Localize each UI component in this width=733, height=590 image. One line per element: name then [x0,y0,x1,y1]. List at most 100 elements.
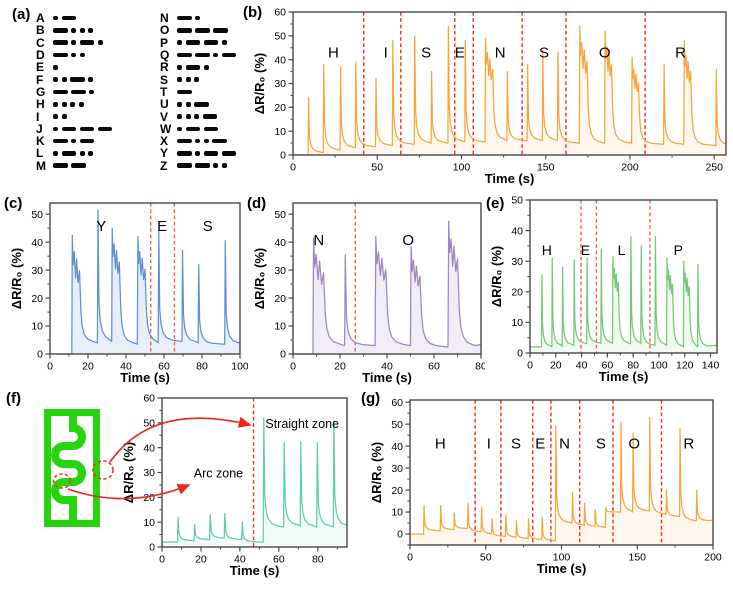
d-ylabel: ΔR/R₀ (%) [252,248,267,309]
morse-letter: N [160,11,169,26]
morse-row-R: R [160,61,240,73]
morse-dot-icon [61,101,67,107]
svg-text:20: 20 [550,360,562,372]
morse-row-A: A [36,12,116,24]
morse-letter: H [36,97,45,112]
svg-text:S: S [203,218,213,235]
morse-letter: L [36,146,44,161]
morse-dot-icon [71,28,76,33]
svg-text:30: 30 [31,265,43,277]
morse-letter: O [160,23,170,38]
svg-text:60: 60 [158,361,170,373]
morse-letter: Y [160,146,169,161]
e-xlabel: Time (s) [599,369,649,384]
morse-dot-icon [203,65,209,70]
svg-text:30: 30 [391,463,403,475]
morse-letter: C [36,35,45,50]
svg-text:E: E [581,242,590,258]
svg-text:40: 40 [234,554,246,566]
svg-text:10: 10 [274,321,286,333]
morse-letter: V [160,109,169,124]
morse-row-J: J [36,123,116,135]
c-axis-labels: Time (s) ΔR/R₀ (%) [9,248,170,385]
morse-letter: D [36,48,45,63]
svg-text:150: 150 [628,552,646,564]
g-ylabel: ΔR/R₀ (%) [369,442,384,503]
morse-dash-icon [177,52,192,58]
svg-text:H: H [328,44,339,61]
b-ylabel: ΔR/R₀ (%) [252,53,267,114]
morse-dot-icon [194,77,199,82]
morse-dot-icon [177,114,182,119]
morse-row-F: F [36,73,116,86]
svg-text:20: 20 [143,492,155,504]
g-xlabel: Time (s) [537,561,587,576]
b-letter-separators [363,12,646,155]
c-trace [50,209,240,354]
svg-text:150: 150 [537,162,555,174]
morse-dash-icon [194,101,209,107]
morse-row-P: P [160,37,240,49]
morse-dot-icon [53,77,58,82]
morse-dot-icon [53,15,58,21]
b-axis-labels: Time (s) ΔR/R₀ (%) [252,53,534,186]
svg-text:O: O [628,435,640,452]
morse-letter: M [36,158,46,173]
morse-letter: I [36,109,40,124]
d-axes: 0 20 40 60 80 0 10 20 30 40 50 [274,209,485,373]
svg-text:E: E [455,44,465,61]
svg-text:40: 40 [143,442,155,454]
svg-text:Straight zone: Straight zone [265,417,339,431]
svg-text:100: 100 [231,361,248,373]
morse-dot-icon [79,28,85,33]
svg-text:40: 40 [120,361,132,373]
svg-text:40: 40 [274,54,286,66]
svg-text:100: 100 [453,162,471,174]
morse-letter: Z [160,158,168,173]
svg-text:40: 40 [391,441,403,453]
morse-dot-icon [61,114,67,119]
morse-dash-icon [212,138,227,144]
panel-label-a: (a) [12,6,31,23]
svg-text:S: S [511,435,521,452]
morse-dot-icon [185,77,191,82]
svg-text:20: 20 [195,554,207,566]
svg-text:30: 30 [511,256,523,268]
morse-letter: K [36,134,45,149]
svg-text:20: 20 [31,293,43,305]
morse-dash-icon [221,151,236,156]
morse-dot-icon [177,101,182,107]
svg-text:N: N [495,44,506,61]
f-trace [162,417,347,543]
chart-g-hisensor-response: 0 50 100 150 200 0 10 20 30 40 50 60 Time (s) ΔR/R₀ (… [369,397,722,576]
svg-text:L: L [618,242,626,258]
svg-text:20: 20 [334,361,346,373]
svg-text:10: 10 [511,317,523,329]
morse-dash-icon [79,40,94,46]
svg-text:0: 0 [290,361,296,373]
d-trace [293,220,481,354]
panel-label-e: (e) [486,195,505,212]
morse-dot-icon [53,151,58,156]
svg-text:20: 20 [274,102,286,114]
morse-dash-icon [185,126,200,132]
svg-text:140: 140 [702,360,720,372]
svg-text:S: S [421,44,431,61]
sensor-device-image [44,409,100,527]
svg-text:40: 40 [31,237,43,249]
morse-row-Z: Z [160,160,240,172]
morse-row-S: S [160,73,240,86]
morse-dash-icon [177,163,192,168]
morse-row-M: M [36,160,116,172]
morse-row-E: E [36,61,116,73]
svg-text:100: 100 [650,360,668,372]
morse-row-V: V [160,109,240,124]
morse-dash-icon [70,77,85,82]
morse-dash-icon [53,40,68,46]
morse-letter: U [160,97,169,112]
morse-dot-icon [53,101,58,107]
